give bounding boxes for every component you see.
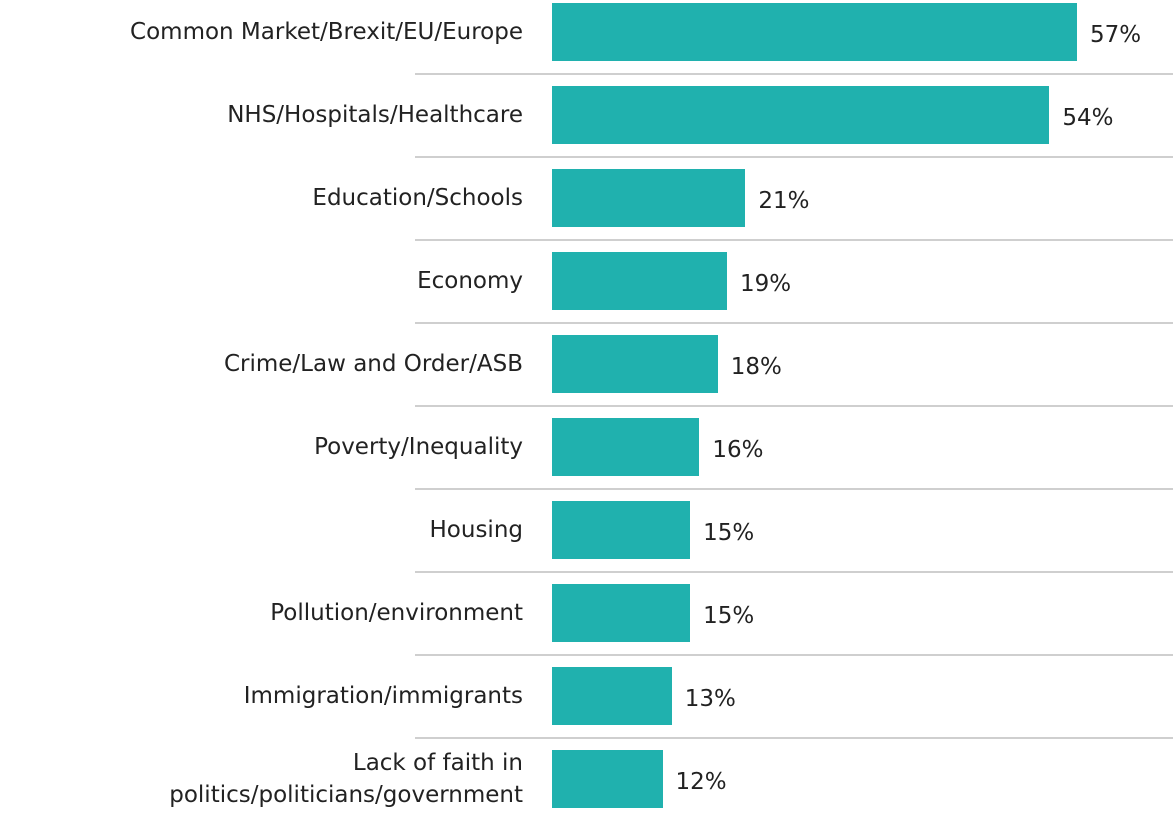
category-label: Lack of faith in politics/politicians/go… [169, 750, 523, 808]
bar [552, 418, 700, 476]
bar [552, 750, 663, 808]
row-separator [415, 487, 1173, 490]
value-label: 21% [758, 188, 810, 214]
value-label: 13% [684, 686, 736, 712]
value-label: 57% [1089, 22, 1142, 48]
category-label: Common Market/Brexit/EU/Europe [130, 19, 523, 45]
bar [552, 169, 746, 227]
bar [552, 335, 718, 393]
category-label: Economy [417, 268, 523, 294]
category-label: Poverty/Inequality [314, 434, 523, 460]
bar [552, 667, 672, 725]
row-separator [415, 736, 1173, 739]
row-separator [415, 653, 1173, 656]
row-separator [415, 155, 1173, 158]
row-separator [415, 321, 1173, 324]
category-label: Crime/Law and Order/ASB [223, 351, 523, 377]
bar [552, 252, 727, 310]
bar [552, 86, 1050, 144]
category-label: Housing [429, 517, 524, 543]
value-label: 16% [712, 437, 764, 463]
category-label: Education/Schools [312, 185, 523, 211]
category-label: Pollution/environment [270, 600, 523, 626]
category-label: NHS/Hospitals/Healthcare [227, 102, 523, 128]
value-label: 19% [739, 271, 792, 297]
row-separator [415, 72, 1173, 75]
value-label: 12% [675, 769, 727, 795]
value-label: 15% [703, 520, 755, 546]
bar [552, 584, 691, 642]
row-separator [415, 238, 1173, 241]
value-label: 15% [703, 603, 755, 629]
bar [552, 3, 1077, 61]
value-label: 54% [1062, 105, 1114, 131]
value-label: 18% [730, 354, 782, 380]
row-separator [415, 404, 1173, 407]
row-separator [415, 570, 1173, 573]
category-label: Immigration/immigrants [243, 683, 523, 709]
bar [552, 501, 691, 559]
